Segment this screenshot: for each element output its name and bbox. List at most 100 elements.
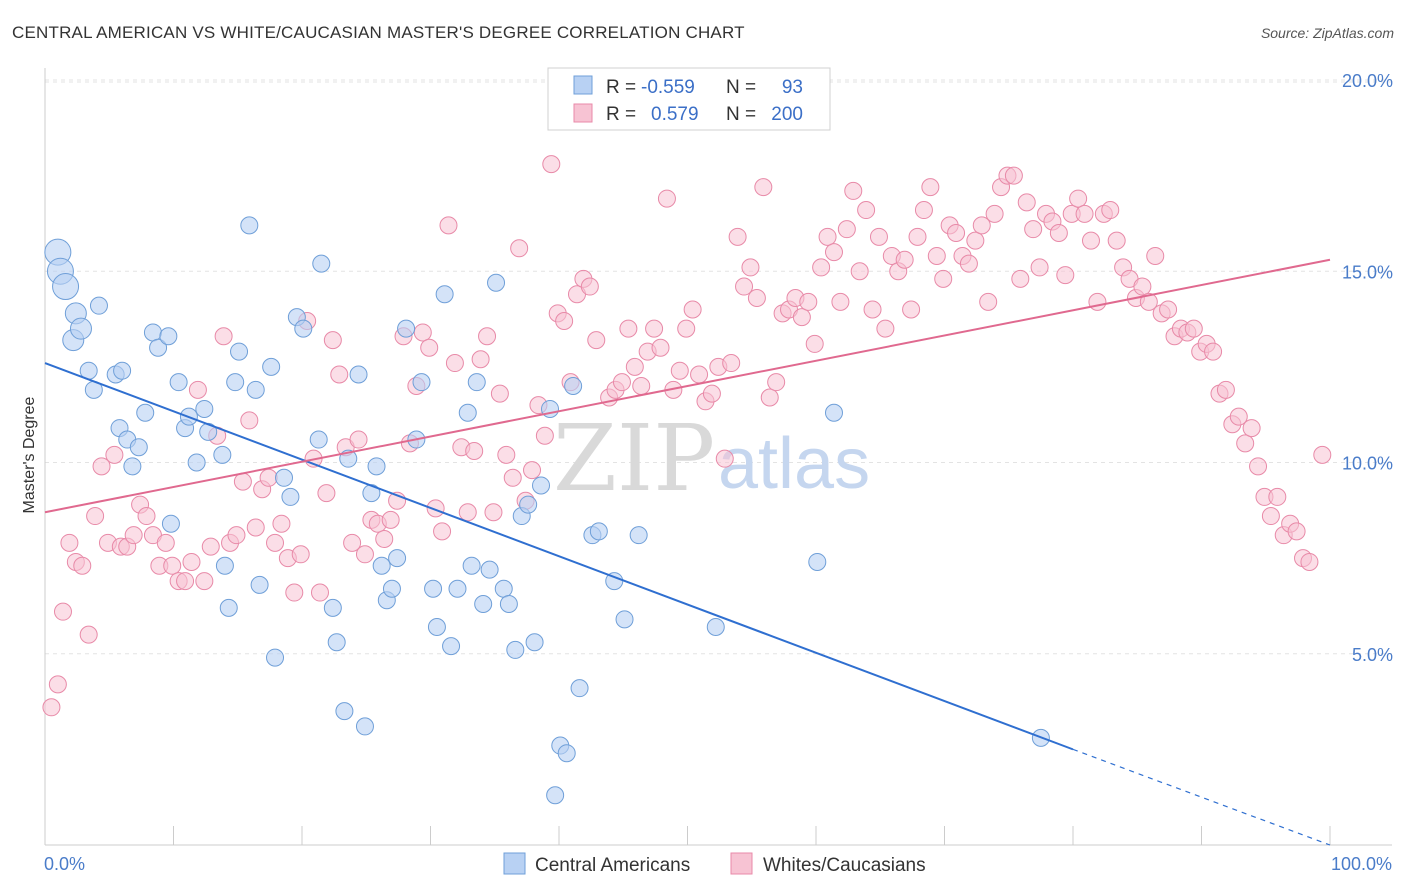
- series-central-americans: [44, 216, 1050, 805]
- data-point-whites: [471, 350, 490, 369]
- data-point-whites: [760, 388, 779, 407]
- y-tick-label: 5.0%: [1352, 645, 1393, 665]
- data-point-whites: [105, 445, 124, 464]
- data-point-whites: [792, 308, 811, 327]
- data-point-central-americans: [372, 556, 391, 575]
- data-point-whites: [747, 289, 766, 308]
- data-point-whites: [555, 311, 574, 330]
- data-point-central-americans: [435, 285, 454, 304]
- data-point-whites: [323, 331, 342, 350]
- legend: R = -0.559 N = 93 R = 0.579 N = 200: [547, 67, 831, 131]
- legend-r-label-1: R =: [606, 77, 636, 98]
- data-point-whites: [908, 227, 927, 246]
- data-point-whites: [722, 354, 741, 373]
- data-point-whites: [433, 522, 452, 541]
- data-point-whites: [227, 526, 246, 545]
- data-point-whites: [266, 533, 285, 552]
- data-point-whites: [728, 227, 747, 246]
- data-point-whites: [1139, 292, 1158, 311]
- data-point-whites: [914, 201, 933, 220]
- data-point-central-americans: [448, 579, 467, 598]
- data-point-whites: [259, 468, 278, 487]
- data-point-whites: [176, 572, 195, 591]
- data-point-whites: [767, 373, 786, 392]
- data-point-central-americans: [52, 273, 80, 301]
- data-point-whites: [1216, 380, 1235, 399]
- bottom-legend: Central Americans Whites/Caucasians: [503, 852, 926, 876]
- data-point-whites: [580, 277, 599, 296]
- data-point-central-americans: [467, 373, 486, 392]
- data-point-central-americans: [362, 484, 381, 503]
- data-point-whites: [1088, 292, 1107, 311]
- legend-n-value-1: 93: [782, 77, 803, 98]
- bottom-legend-swatch-pink: [730, 852, 753, 875]
- data-point-whites: [1056, 266, 1075, 285]
- data-point-central-americans: [215, 556, 234, 575]
- legend-n-value-2: 200: [771, 104, 803, 125]
- data-point-whites: [465, 442, 484, 461]
- data-point-whites: [959, 254, 978, 273]
- data-point-central-americans: [615, 610, 634, 629]
- data-point-central-americans: [213, 445, 232, 464]
- legend-box: [547, 67, 831, 131]
- data-point-whites: [1146, 246, 1165, 265]
- data-point-whites: [1081, 231, 1100, 250]
- data-point-whites: [1101, 201, 1120, 220]
- legend-swatch-pink: [573, 103, 593, 123]
- data-point-whites: [1313, 445, 1332, 464]
- data-point-central-americans: [266, 648, 285, 667]
- data-point-whites: [966, 231, 985, 250]
- data-point-central-americans: [335, 702, 354, 721]
- data-point-whites: [921, 178, 940, 197]
- legend-r-label-2: R =: [606, 104, 636, 125]
- data-point-central-americans: [230, 342, 249, 361]
- data-point-central-americans: [226, 373, 245, 392]
- data-point-whites: [375, 530, 394, 548]
- watermark: ZIP atlas: [553, 405, 870, 512]
- data-point-whites: [458, 503, 477, 522]
- data-point-whites: [715, 449, 734, 468]
- data-point-whites: [844, 181, 863, 200]
- bottom-legend-swatch-blue: [503, 852, 526, 875]
- legend-n-label-2: N =: [726, 104, 756, 125]
- data-point-whites: [201, 537, 220, 556]
- data-point-whites: [1249, 457, 1268, 476]
- data-point-central-americans: [458, 403, 477, 422]
- data-point-whites: [1242, 419, 1261, 438]
- data-point-whites: [233, 472, 252, 491]
- data-point-whites: [1030, 258, 1049, 277]
- data-point-central-americans: [506, 640, 525, 659]
- data-point-whites: [285, 583, 304, 602]
- data-point-central-americans: [136, 403, 155, 422]
- data-point-whites: [1159, 300, 1178, 319]
- data-point-whites: [188, 380, 207, 399]
- data-point-whites: [535, 426, 554, 445]
- data-point-whites: [805, 334, 824, 353]
- data-point-central-americans: [412, 373, 431, 392]
- data-point-whites: [1069, 189, 1088, 208]
- data-point-whites: [355, 545, 374, 564]
- data-point-central-americans: [143, 323, 162, 342]
- data-point-whites: [831, 292, 850, 311]
- data-point-central-americans: [427, 617, 446, 636]
- data-point-central-americans: [187, 453, 206, 472]
- data-point-whites: [73, 556, 92, 575]
- data-point-central-americans: [564, 377, 583, 395]
- data-point-whites: [857, 201, 876, 220]
- data-point-whites: [863, 300, 882, 319]
- data-point-whites: [895, 250, 914, 269]
- data-point-central-americans: [382, 579, 401, 598]
- data-point-whites: [195, 572, 214, 591]
- data-point-whites: [1024, 220, 1043, 239]
- data-point-whites: [291, 545, 310, 564]
- data-point-central-americans: [494, 579, 513, 598]
- watermark-atlas: atlas: [718, 424, 870, 504]
- data-point-whites: [1287, 522, 1306, 541]
- data-point-whites: [619, 319, 638, 338]
- data-point-whites: [272, 514, 291, 533]
- data-point-whites: [497, 445, 516, 464]
- data-point-whites: [503, 468, 522, 487]
- data-point-whites: [79, 625, 98, 644]
- legend-n-label-1: N =: [726, 77, 756, 98]
- data-point-central-americans: [808, 552, 827, 571]
